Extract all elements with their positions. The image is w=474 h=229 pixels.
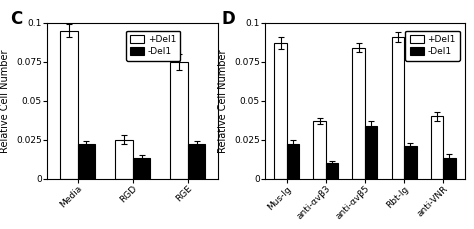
Bar (274, 43, 287, 179)
Bar (443, 158, 456, 179)
Text: D: D (222, 11, 236, 28)
Bar (392, 37, 404, 179)
Y-axis label: Relative Cell Number: Relative Cell Number (219, 49, 228, 153)
Bar (287, 144, 300, 179)
Bar (60, 31, 78, 179)
Bar (353, 48, 365, 179)
Bar (133, 158, 150, 179)
Bar (78, 144, 95, 179)
Bar (188, 144, 205, 179)
Y-axis label: Relative Cell Number: Relative Cell Number (0, 49, 10, 153)
Text: C: C (10, 11, 22, 28)
Bar (430, 116, 443, 179)
Legend: +Del1, -Del1: +Del1, -Del1 (405, 30, 460, 60)
Bar (115, 140, 133, 179)
Legend: +Del1, -Del1: +Del1, -Del1 (126, 30, 181, 60)
Bar (326, 163, 338, 179)
Bar (365, 126, 377, 179)
Bar (313, 121, 326, 179)
Bar (404, 146, 417, 179)
Bar (170, 62, 188, 179)
